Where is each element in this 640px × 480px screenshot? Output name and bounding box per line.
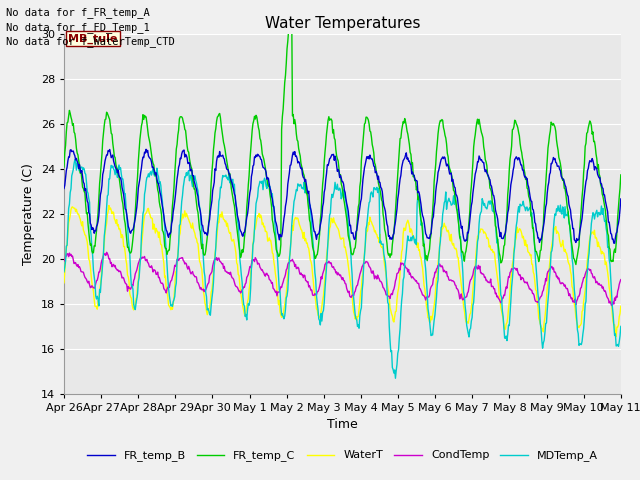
Legend: FR_temp_B, FR_temp_C, WaterT, CondTemp, MDTemp_A: FR_temp_B, FR_temp_C, WaterT, CondTemp, …	[83, 446, 602, 466]
MDTemp_A	[71, 157, 79, 163]
MDTemp_A	[128, 283, 136, 288]
CondTemp	[214, 255, 222, 261]
CondTemp	[103, 250, 111, 255]
FR_temp_B	[127, 228, 135, 234]
MDTemp_A	[412, 237, 419, 242]
Line: MDTemp_A: MDTemp_A	[64, 160, 621, 378]
Text: No data for f_WaterTemp_CTD: No data for f_WaterTemp_CTD	[6, 36, 175, 47]
FR_temp_C	[214, 114, 221, 120]
MDTemp_A	[617, 324, 625, 329]
WaterT	[612, 334, 620, 339]
FR_temp_B	[617, 196, 625, 202]
FR_temp_C	[184, 148, 192, 154]
CondTemp	[428, 284, 435, 290]
Text: No data for f_FD_Temp_1: No data for f_FD_Temp_1	[6, 22, 150, 33]
WaterT	[70, 205, 78, 211]
Line: FR_temp_C: FR_temp_C	[64, 7, 621, 264]
CondTemp	[60, 258, 68, 264]
WaterT	[60, 280, 68, 286]
FR_temp_B	[70, 151, 78, 157]
MDTemp_A	[428, 332, 436, 337]
Line: FR_temp_B: FR_temp_B	[64, 149, 621, 243]
FR_temp_B	[214, 153, 222, 158]
FR_temp_B	[142, 146, 150, 152]
Text: No data for f_FR_temp_A: No data for f_FR_temp_A	[6, 7, 150, 18]
CondTemp	[185, 264, 193, 269]
CondTemp	[607, 302, 615, 308]
MDTemp_A	[392, 375, 399, 381]
CondTemp	[128, 282, 136, 288]
X-axis label: Time: Time	[327, 418, 358, 431]
FR_temp_B	[60, 186, 68, 192]
MDTemp_A	[70, 161, 78, 167]
FR_temp_C	[288, 4, 296, 10]
CondTemp	[411, 276, 419, 282]
Line: WaterT: WaterT	[64, 205, 621, 336]
Title: Water Temperatures: Water Temperatures	[265, 16, 420, 31]
FR_temp_C	[411, 178, 419, 184]
WaterT	[428, 313, 435, 319]
FR_temp_B	[411, 176, 419, 181]
FR_temp_C	[572, 262, 580, 267]
WaterT	[617, 303, 625, 309]
FR_temp_C	[70, 129, 78, 135]
MDTemp_A	[214, 213, 222, 218]
FR_temp_C	[617, 172, 625, 178]
FR_temp_B	[611, 240, 618, 246]
MDTemp_A	[185, 168, 193, 173]
WaterT	[185, 216, 193, 222]
FR_temp_C	[60, 164, 68, 170]
WaterT	[105, 203, 113, 208]
CondTemp	[70, 261, 78, 266]
Y-axis label: Temperature (C): Temperature (C)	[22, 163, 35, 264]
FR_temp_B	[185, 160, 193, 166]
Line: CondTemp: CondTemp	[64, 252, 621, 305]
WaterT	[411, 238, 419, 243]
FR_temp_B	[428, 230, 435, 236]
Text: MB_tule: MB_tule	[68, 34, 118, 44]
WaterT	[214, 219, 222, 225]
WaterT	[128, 302, 136, 308]
CondTemp	[617, 277, 625, 283]
FR_temp_C	[127, 249, 135, 254]
FR_temp_C	[428, 231, 435, 237]
MDTemp_A	[60, 269, 68, 275]
